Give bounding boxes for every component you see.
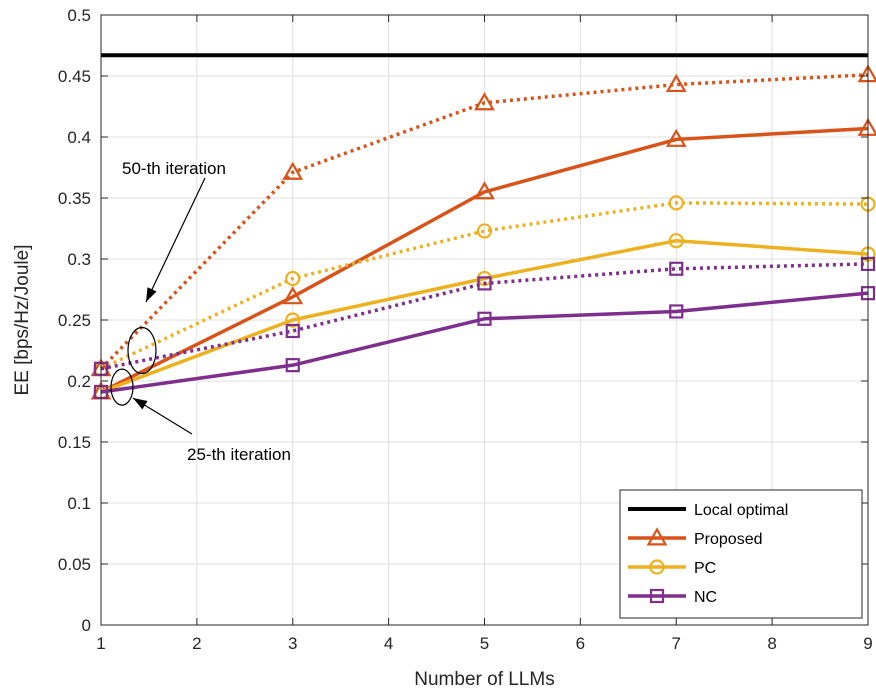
legend-item-local-optimal: Local optimal [628,502,788,519]
data-point [285,323,300,339]
y-tick-label: 0.1 [67,494,91,513]
y-tick-label: 0.4 [67,128,91,147]
annotation-arrowhead-25th [133,398,148,410]
series-line [100,238,869,394]
data-point [477,276,492,291]
data-point [476,223,493,239]
legend-marker [649,588,665,604]
y-tick-label: 0.45 [58,67,91,86]
x-tick-label: 8 [767,634,776,653]
data-point [477,311,492,326]
series-line [99,73,869,371]
legend-label: Proposed [694,531,763,548]
y-tick-label: 0.3 [67,250,91,269]
x-tick-label: 2 [192,634,201,653]
legend-item-proposed: Proposed [628,527,763,548]
series-dotted-4 [90,64,876,377]
x-tick-label: 1 [96,634,105,653]
y-tick-label: 0.2 [67,372,91,391]
annotation-ellipse-50th [127,326,157,375]
annotation-arrowhead-50th [146,287,157,302]
y-tick-label: 0 [82,616,91,635]
x-axis-label: Number of LLMs [414,669,554,690]
series-dotted-6 [93,256,876,376]
data-point [282,161,304,180]
y-tick-label: 0.5 [67,6,91,25]
x-tick-label: 7 [672,634,681,653]
series-layer [90,53,876,400]
legend-label: PC [694,560,716,577]
data-point [668,195,684,211]
annotation-50th-iteration: 50-th iteration [122,159,226,178]
data-point [285,358,300,373]
legend-marker [649,559,665,575]
legend-marker [646,527,668,546]
y-tick-label: 0.05 [58,555,91,574]
legend: Local optimal Proposed PC NC [619,489,863,619]
axis-ticks: 1 2 3 4 5 6 7 8 9 0 0.05 0.1 0.15 0.2 0.25 0.3 0.35 0.4 0.… [58,6,873,653]
data-point [665,128,687,147]
y-tick-label: 0.35 [58,189,91,208]
y-tick-label: 0.25 [58,311,91,330]
annotation-ellipse-25th [110,368,134,406]
y-tick-label: 0.15 [58,433,91,452]
legend-label: Local optimal [694,502,788,519]
x-tick-label: 9 [863,634,872,653]
series-line [100,262,869,371]
annotations: 50-th iteration 25-th iteration [110,159,291,464]
x-tick-label: 4 [384,634,393,653]
data-point [474,181,495,200]
annotation-arrow-50th [145,177,206,303]
series-line [100,126,869,394]
series-line [100,291,869,394]
data-point [474,92,495,111]
data-point [669,304,684,319]
data-point [669,261,684,276]
data-point [665,73,687,93]
y-axis-label: EE [bps/Hz/Joule] [12,244,33,395]
data-point [285,270,301,287]
x-tick-label: 6 [576,634,585,653]
data-point [282,286,304,305]
x-tick-label: 3 [288,634,297,653]
series-line [100,201,869,371]
annotation-25th-iteration: 25-th iteration [187,445,291,464]
legend-item-pc: PC [628,559,716,577]
data-point [285,312,301,328]
legend-item-nc: NC [628,588,717,606]
legend-label: NC [694,589,717,606]
x-tick-label: 5 [480,634,489,653]
data-point [668,233,684,249]
